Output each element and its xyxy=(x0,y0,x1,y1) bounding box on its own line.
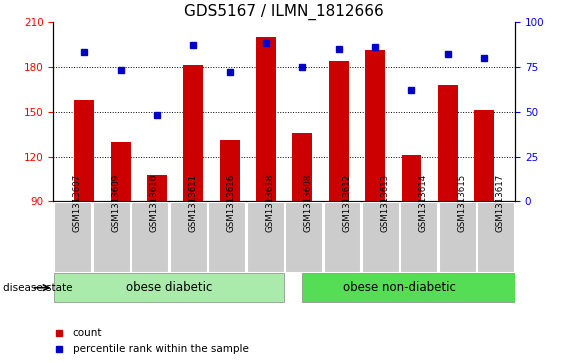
Bar xyxy=(54,202,91,272)
Bar xyxy=(184,65,203,201)
Bar xyxy=(365,50,385,201)
Bar xyxy=(54,273,284,302)
Bar xyxy=(439,202,476,272)
Bar xyxy=(438,85,458,201)
Text: GSM1313609: GSM1313609 xyxy=(111,174,120,232)
Text: obese diabetic: obese diabetic xyxy=(126,281,212,294)
Text: percentile rank within the sample: percentile rank within the sample xyxy=(73,344,249,354)
Text: GSM1313608: GSM1313608 xyxy=(303,174,312,232)
Text: GSM1313610: GSM1313610 xyxy=(150,174,159,232)
Bar xyxy=(400,202,437,272)
Bar xyxy=(474,110,494,201)
Bar xyxy=(220,140,240,201)
Bar xyxy=(74,100,95,201)
Bar xyxy=(169,202,207,272)
Text: count: count xyxy=(73,328,102,338)
Bar xyxy=(329,61,349,201)
Bar xyxy=(147,175,167,201)
Text: GSM1313618: GSM1313618 xyxy=(265,174,274,232)
Text: GSM1313616: GSM1313616 xyxy=(226,174,235,232)
Bar xyxy=(324,202,360,272)
Bar xyxy=(302,273,549,302)
Bar xyxy=(111,142,131,201)
Text: GSM1313607: GSM1313607 xyxy=(73,174,82,232)
Bar xyxy=(293,132,312,201)
Bar xyxy=(208,202,245,272)
Text: GSM1313613: GSM1313613 xyxy=(381,174,390,232)
Text: GSM1313615: GSM1313615 xyxy=(457,174,466,232)
Bar xyxy=(362,202,399,272)
Text: disease state: disease state xyxy=(3,283,72,293)
Bar xyxy=(256,37,276,201)
Text: obese non-diabetic: obese non-diabetic xyxy=(343,281,456,294)
Bar xyxy=(477,202,515,272)
Bar xyxy=(131,202,168,272)
Text: GSM1313611: GSM1313611 xyxy=(188,174,197,232)
Title: GDS5167 / ILMN_1812666: GDS5167 / ILMN_1812666 xyxy=(185,4,384,20)
Bar xyxy=(401,155,422,201)
Text: GSM1313614: GSM1313614 xyxy=(419,174,428,232)
Text: GSM1313617: GSM1313617 xyxy=(496,174,505,232)
Bar xyxy=(247,202,284,272)
Bar xyxy=(285,202,322,272)
Text: GSM1313612: GSM1313612 xyxy=(342,174,351,232)
Bar xyxy=(93,202,129,272)
